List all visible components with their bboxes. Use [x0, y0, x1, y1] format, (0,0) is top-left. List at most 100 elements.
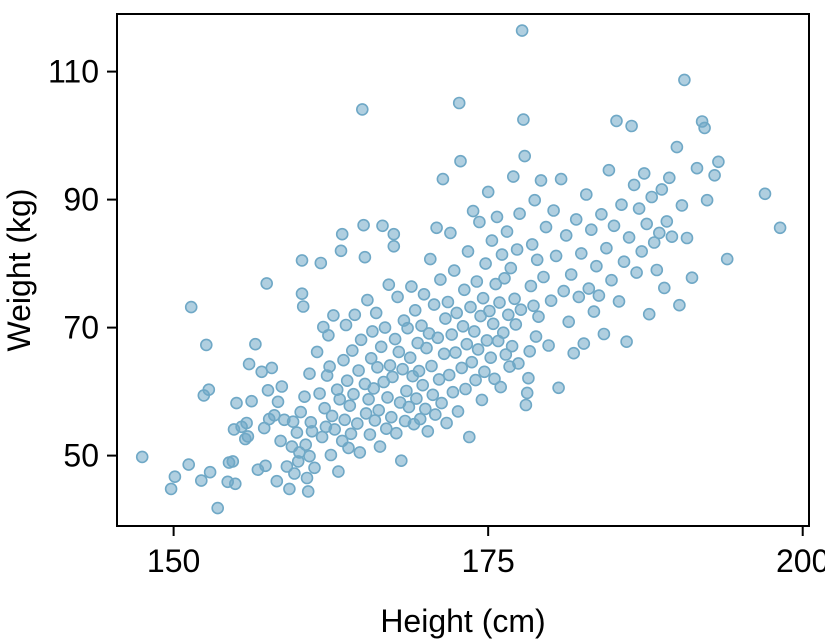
data-point-289 [670, 140, 684, 154]
data-point-0 [135, 450, 149, 464]
data-point-28 [260, 277, 274, 290]
data-point-267 [612, 295, 626, 308]
data-point-70 [325, 409, 339, 423]
data-point-140 [412, 364, 426, 378]
data-point-280 [645, 190, 659, 204]
data-point-142 [415, 319, 428, 333]
data-point-49 [296, 300, 310, 313]
data-point-3 [182, 458, 195, 471]
data-point-251 [572, 290, 586, 304]
data-point-179 [461, 245, 475, 258]
data-point-209 [499, 348, 513, 361]
data-point-124 [392, 345, 406, 359]
data-point-32 [267, 408, 281, 422]
data-point-244 [554, 172, 568, 186]
data-point-35 [274, 434, 287, 448]
y-tick-label: 90 [63, 182, 99, 218]
data-point-122 [389, 426, 403, 440]
data-point-257 [587, 305, 601, 318]
data-point-162 [440, 416, 453, 430]
data-point-88 [348, 308, 362, 322]
data-point-230 [525, 238, 539, 251]
data-point-245 [557, 284, 571, 298]
data-point-109 [374, 340, 388, 354]
data-point-218 [510, 243, 524, 256]
data-point-149 [423, 252, 437, 266]
data-point-58 [308, 461, 321, 475]
data-point-120 [387, 240, 401, 253]
data-point-47 [295, 254, 309, 267]
data-point-303 [773, 221, 787, 235]
data-point-68 [323, 360, 336, 373]
data-point-112 [378, 321, 392, 334]
data-point-274 [630, 266, 643, 279]
data-point-197 [484, 351, 498, 365]
data-point-286 [660, 215, 674, 228]
data-point-121 [388, 332, 402, 346]
plot-frame [116, 13, 810, 527]
data-point-275 [632, 202, 646, 215]
data-point-93 [355, 103, 369, 116]
data-point-273 [627, 178, 641, 192]
data-point-228 [523, 344, 537, 358]
data-point-13 [226, 455, 240, 468]
data-point-154 [430, 221, 443, 235]
data-point-216 [508, 292, 521, 306]
data-point-271 [622, 231, 636, 244]
data-point-217 [509, 318, 523, 331]
data-point-295 [690, 161, 704, 175]
data-point-106 [371, 360, 384, 374]
data-point-138 [410, 392, 423, 405]
data-point-152 [427, 298, 441, 311]
data-point-82 [340, 374, 354, 388]
data-point-242 [549, 249, 563, 263]
data-point-191 [476, 291, 490, 305]
data-point-278 [640, 217, 654, 231]
data-point-173 [454, 154, 467, 168]
x-tick-label: 200 [776, 543, 825, 579]
data-point-266 [610, 114, 623, 128]
data-point-103 [367, 382, 381, 395]
data-point-52 [300, 471, 314, 485]
data-point-5 [195, 474, 208, 487]
data-point-100 [363, 428, 377, 441]
data-point-161 [439, 312, 452, 325]
data-point-269 [617, 255, 631, 269]
data-point-252 [574, 247, 588, 260]
data-point-91 [353, 446, 367, 459]
y-tick-label: 110 [48, 54, 99, 90]
data-point-299 [708, 169, 721, 182]
data-point-227 [522, 371, 535, 385]
data-point-39 [283, 482, 296, 496]
data-point-298 [700, 193, 714, 207]
data-point-261 [597, 327, 611, 341]
data-point-4 [184, 300, 198, 314]
data-point-177 [459, 382, 472, 396]
x-tick-label: 150 [147, 543, 200, 579]
data-point-164 [442, 368, 456, 382]
data-point-263 [602, 163, 616, 177]
data-point-59 [310, 345, 324, 359]
data-point-21 [242, 357, 256, 371]
data-point-107 [372, 403, 386, 417]
data-point-55 [303, 367, 316, 381]
data-point-97 [359, 407, 373, 420]
data-point-101 [364, 351, 378, 365]
data-point-41 [286, 415, 300, 429]
data-point-85 [344, 427, 358, 441]
data-point-113 [379, 422, 393, 436]
data-point-77 [335, 227, 349, 241]
data-point-61 [314, 256, 328, 270]
data-point-287 [662, 171, 676, 185]
data-point-46 [294, 405, 308, 419]
data-point-29 [261, 383, 275, 397]
data-point-248 [564, 268, 578, 281]
data-point-219 [512, 357, 525, 370]
data-point-131 [401, 321, 414, 335]
data-point-2 [168, 470, 182, 484]
data-point-258 [590, 259, 603, 273]
data-point-98 [361, 293, 374, 307]
data-point-72 [328, 423, 342, 436]
data-point-300 [712, 155, 725, 169]
